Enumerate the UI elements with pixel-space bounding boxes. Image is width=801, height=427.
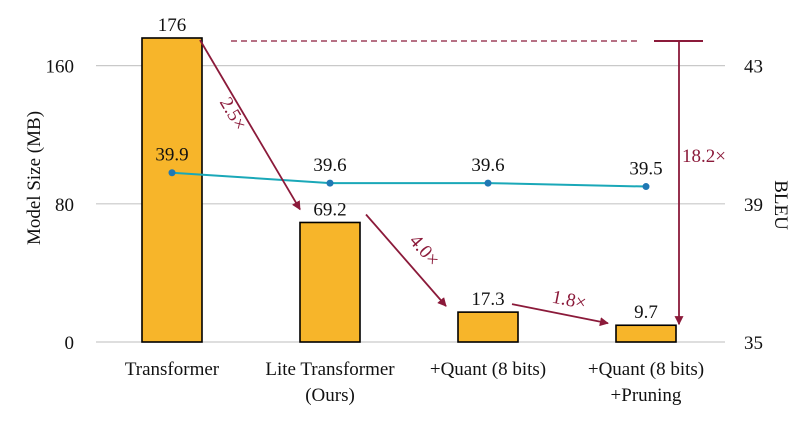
right-tick-label: 39 bbox=[744, 195, 763, 216]
bar-value-label: 9.7 bbox=[634, 302, 658, 323]
bleu-point bbox=[642, 183, 650, 191]
right-tick-label: 35 bbox=[744, 333, 763, 354]
bar bbox=[299, 221, 361, 343]
bleu-value-label: 39.6 bbox=[313, 155, 346, 176]
reduction-label: 1.8× bbox=[550, 287, 588, 314]
bleu-line-layer bbox=[168, 169, 650, 191]
left-tick-label: 80 bbox=[55, 195, 74, 216]
bleu-value-label: 39.9 bbox=[155, 145, 188, 166]
reduction-arrow bbox=[365, 213, 447, 307]
total-reduction-label: 18.2× bbox=[682, 146, 726, 167]
bar-value-label: 176 bbox=[158, 15, 187, 36]
bar-value-label: 17.3 bbox=[471, 289, 504, 310]
bleu-point bbox=[484, 179, 492, 187]
left-tick-label: 0 bbox=[65, 333, 75, 354]
bar bbox=[615, 324, 677, 343]
bleu-point bbox=[168, 169, 176, 177]
reduction-arrow bbox=[199, 39, 301, 211]
category-label: +Pruning bbox=[611, 385, 682, 406]
category-label: Lite Transformer bbox=[265, 359, 395, 380]
y2-axis-title: BLEU bbox=[770, 180, 791, 230]
bleu-value-label: 39.6 bbox=[471, 155, 504, 176]
annotation-layer bbox=[199, 39, 703, 327]
reduction-label: 2.5× bbox=[215, 94, 251, 134]
text-layer: 0 80 160 35 39 43 Model Size (MB) BLEU 176 69.2 17… bbox=[24, 15, 791, 406]
reduction-arrow bbox=[511, 303, 609, 327]
bleu-point bbox=[326, 179, 334, 187]
category-label: +Quant (8 bits) bbox=[588, 359, 704, 380]
bar-value-label: 69.2 bbox=[313, 199, 346, 220]
bleu-value-label: 39.5 bbox=[629, 159, 662, 180]
y-axis-title: Model Size (MB) bbox=[24, 111, 45, 245]
category-label: +Quant (8 bits) bbox=[430, 359, 546, 380]
right-tick-label: 43 bbox=[744, 57, 763, 78]
bar bbox=[141, 37, 203, 343]
left-tick-label: 160 bbox=[46, 57, 75, 78]
category-label: Transformer bbox=[125, 359, 220, 380]
category-label: (Ours) bbox=[305, 385, 355, 406]
bar bbox=[457, 311, 519, 343]
bar-layer bbox=[141, 37, 677, 343]
bleu-series-line bbox=[171, 171, 647, 188]
